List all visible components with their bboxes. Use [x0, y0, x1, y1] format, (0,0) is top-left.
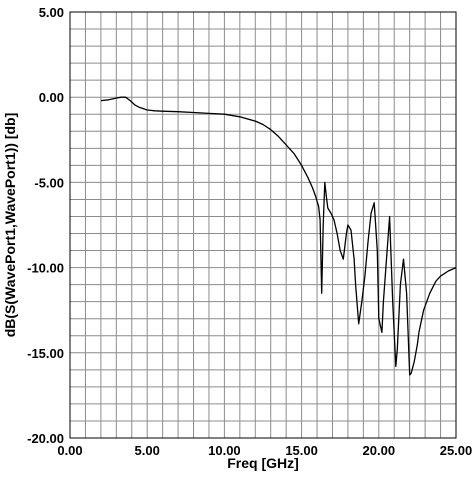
y-axis-title: dB(S(WavePort1,WavePort1)) [db] — [2, 113, 18, 338]
tick-labels: 0.00 5.00 10.00 15.00 20.00 25.00 5.00 0.00 -5.0… — [27, 5, 472, 458]
x-tick-label: 5.00 — [135, 443, 160, 458]
x-tick-label: 25.00 — [440, 443, 473, 458]
y-tick-label: 5.00 — [39, 5, 64, 20]
y-tick-label: -5.00 — [34, 175, 64, 190]
y-tick-label: -20.00 — [27, 431, 64, 446]
y-tick-label: -10.00 — [27, 261, 64, 276]
series-line — [100, 96, 457, 376]
series-layer — [100, 96, 457, 376]
x-tick-label: 0.00 — [57, 443, 82, 458]
y-tick-label: 0.00 — [39, 90, 64, 105]
plot-frame — [69, 11, 457, 439]
x-tick-label: 10.00 — [208, 443, 241, 458]
grid — [70, 12, 456, 438]
x-tick-label: 20.00 — [363, 443, 396, 458]
y-tick-label: -15.00 — [27, 346, 64, 361]
x-tick-label: 15.00 — [285, 443, 318, 458]
x-axis-title: Freq [GHz] — [227, 455, 299, 471]
